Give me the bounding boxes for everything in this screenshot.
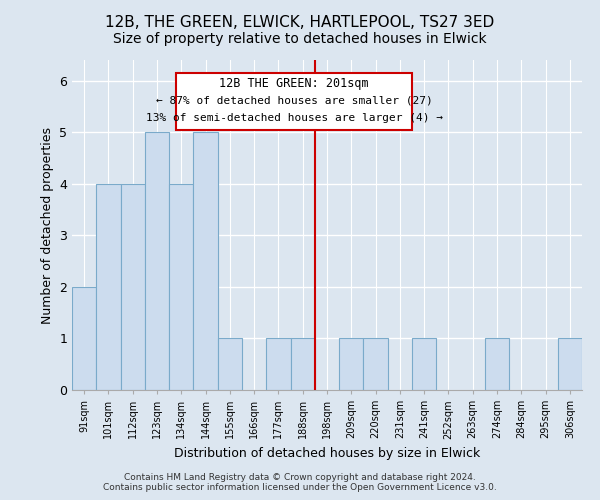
- Bar: [193, 132, 218, 390]
- Bar: [266, 338, 290, 390]
- Bar: [72, 287, 96, 390]
- Text: 13% of semi-detached houses are larger (4) →: 13% of semi-detached houses are larger (…: [146, 113, 443, 123]
- Text: Size of property relative to detached houses in Elwick: Size of property relative to detached ho…: [113, 32, 487, 46]
- Text: Contains HM Land Registry data © Crown copyright and database right 2024.
Contai: Contains HM Land Registry data © Crown c…: [103, 473, 497, 492]
- Bar: [485, 338, 509, 390]
- Bar: [412, 338, 436, 390]
- Text: 12B THE GREEN: 201sqm: 12B THE GREEN: 201sqm: [220, 77, 369, 90]
- Text: ← 87% of detached houses are smaller (27): ← 87% of detached houses are smaller (27…: [156, 96, 433, 106]
- Bar: [145, 132, 169, 390]
- Bar: [558, 338, 582, 390]
- Bar: [339, 338, 364, 390]
- Bar: [96, 184, 121, 390]
- Bar: [121, 184, 145, 390]
- Y-axis label: Number of detached properties: Number of detached properties: [41, 126, 53, 324]
- X-axis label: Distribution of detached houses by size in Elwick: Distribution of detached houses by size …: [174, 447, 480, 460]
- FancyBboxPatch shape: [176, 73, 412, 130]
- Bar: [169, 184, 193, 390]
- Bar: [218, 338, 242, 390]
- Bar: [290, 338, 315, 390]
- Bar: [364, 338, 388, 390]
- Text: 12B, THE GREEN, ELWICK, HARTLEPOOL, TS27 3ED: 12B, THE GREEN, ELWICK, HARTLEPOOL, TS27…: [106, 15, 494, 30]
